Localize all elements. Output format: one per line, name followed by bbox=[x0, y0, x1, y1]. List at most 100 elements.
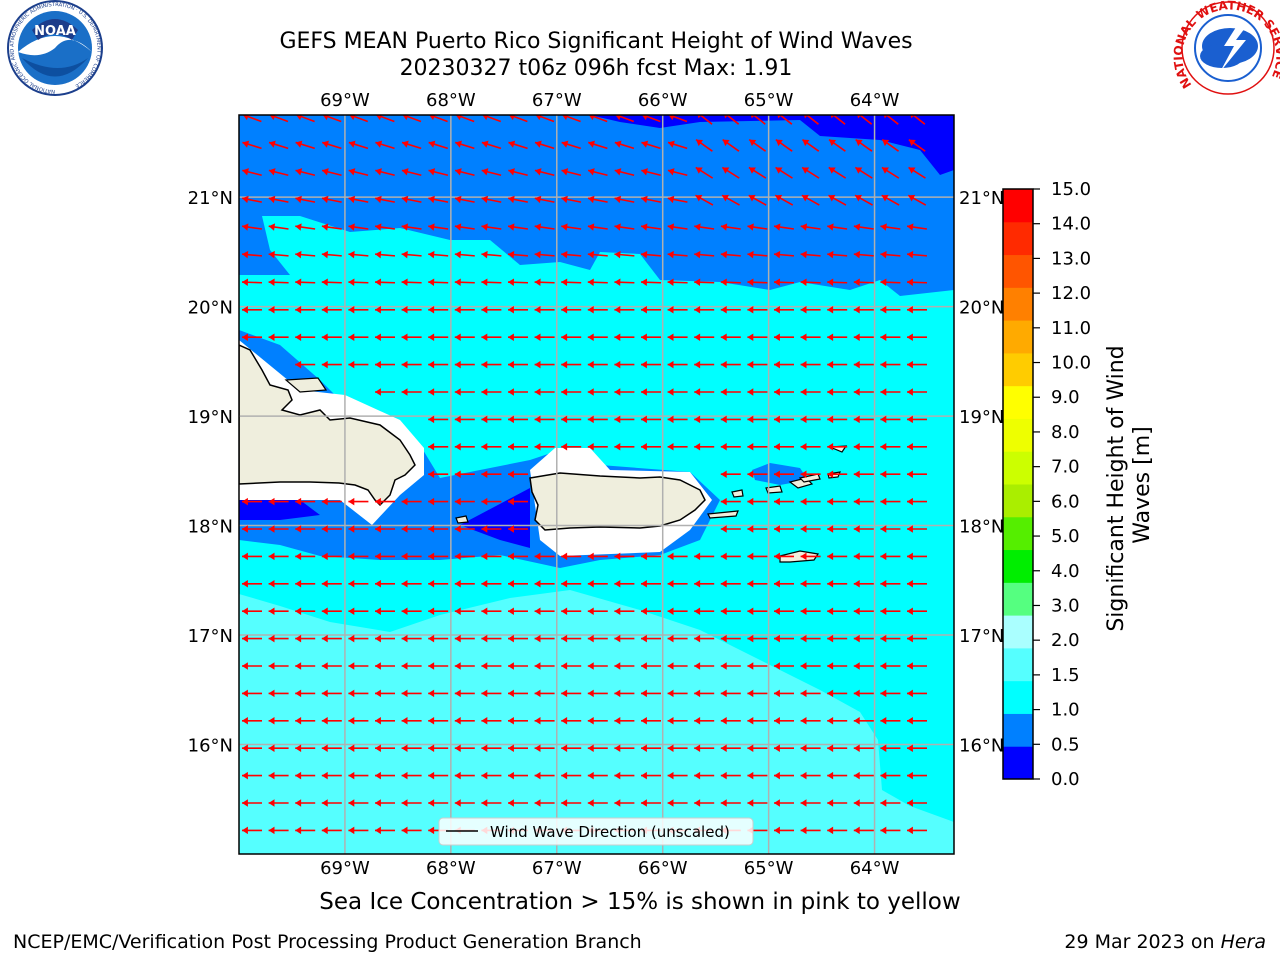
wave-direction-arrow bbox=[534, 799, 555, 807]
wave-direction-arrow bbox=[268, 826, 289, 835]
wave-direction-arrow bbox=[508, 443, 528, 451]
wave-direction-arrow bbox=[853, 662, 874, 670]
wave-direction-arrow bbox=[561, 195, 582, 204]
wave-direction-arrow bbox=[561, 388, 582, 396]
wave-direction-arrow bbox=[800, 826, 821, 835]
wave-direction-arrow bbox=[348, 799, 369, 807]
wave-direction-arrow bbox=[481, 634, 502, 643]
wave-direction-arrow bbox=[268, 223, 289, 231]
colorbar-tick-label: 14.0 bbox=[1051, 214, 1091, 235]
wave-direction-arrow bbox=[242, 744, 262, 752]
wave-direction-arrow bbox=[720, 771, 741, 780]
wave-direction-arrow bbox=[907, 717, 927, 725]
wave-direction-arrow bbox=[614, 278, 635, 287]
wave-direction-arrow bbox=[853, 717, 874, 725]
wave-direction-arrow bbox=[454, 744, 475, 752]
wave-direction-arrow bbox=[561, 552, 582, 561]
wave-direction-arrow bbox=[853, 250, 874, 259]
wave-direction-arrow bbox=[454, 278, 475, 287]
wave-direction-arrow bbox=[348, 689, 369, 698]
wave-direction-arrow bbox=[242, 771, 262, 780]
wave-direction-arrow bbox=[907, 360, 927, 369]
wave-direction-arrow bbox=[454, 306, 475, 314]
wave-direction-arrow bbox=[561, 689, 582, 698]
colorbar-segment bbox=[1003, 713, 1033, 747]
wave-direction-arrow bbox=[534, 552, 555, 561]
wave-direction-arrow bbox=[827, 497, 848, 506]
wave-direction-arrow bbox=[880, 634, 901, 643]
colorbar-segment bbox=[1003, 582, 1033, 616]
wave-direction-arrow bbox=[641, 580, 661, 588]
wave-direction-arrow bbox=[268, 497, 289, 506]
wave-direction-arrow bbox=[348, 826, 369, 835]
wave-direction-arrow bbox=[641, 717, 661, 725]
lat-label-right: 20°N bbox=[959, 298, 1004, 319]
wave-direction-arrow bbox=[428, 580, 449, 588]
wave-direction-arrow bbox=[641, 140, 661, 150]
land-st-croix bbox=[779, 550, 820, 563]
wave-direction-arrow bbox=[241, 250, 263, 259]
wave-direction-arrow bbox=[641, 443, 661, 451]
wave-direction-arrow bbox=[268, 552, 289, 561]
wave-direction-arrow bbox=[614, 689, 635, 698]
colorbar-label: Significant Height of Wind Waves [m] bbox=[1104, 338, 1155, 631]
wave-direction-arrow bbox=[428, 278, 449, 287]
wave-direction-arrow bbox=[853, 799, 874, 807]
wave-direction-arrow bbox=[428, 689, 449, 698]
wave-direction-arrow bbox=[748, 166, 767, 179]
wave-direction-arrow bbox=[720, 470, 741, 478]
wave-direction-arrow bbox=[853, 826, 874, 835]
wave-direction-arrow bbox=[748, 138, 767, 152]
wave-direction-arrow bbox=[507, 278, 529, 287]
wave-direction-arrow bbox=[906, 278, 928, 287]
wave-direction-arrow bbox=[667, 662, 688, 670]
wave-direction-arrow bbox=[827, 634, 848, 643]
wave-direction-arrow bbox=[667, 223, 688, 231]
wave-direction-arrow bbox=[747, 415, 768, 424]
wave-direction-arrow bbox=[242, 689, 262, 698]
wave-direction-arrow bbox=[507, 223, 529, 231]
wave-direction-arrow bbox=[748, 194, 767, 206]
wave-direction-arrow bbox=[534, 717, 555, 725]
wave-direction-arrow bbox=[641, 744, 661, 752]
wave-direction-arrow bbox=[587, 195, 608, 204]
wave-direction-arrow bbox=[481, 525, 502, 533]
wave-direction-arrow bbox=[242, 525, 262, 533]
wave-direction-arrow bbox=[295, 689, 316, 698]
wave-direction-arrow bbox=[481, 744, 502, 752]
wave-direction-arrow bbox=[587, 717, 608, 725]
wave-direction-arrow bbox=[747, 580, 768, 588]
wave-direction-arrow bbox=[481, 250, 502, 259]
wave-direction-arrow bbox=[374, 278, 396, 287]
wave-direction-arrow bbox=[534, 415, 555, 424]
colorbar-segment bbox=[1003, 418, 1033, 452]
wave-direction-arrow bbox=[800, 306, 821, 314]
colorbar-tick-label: 0.5 bbox=[1051, 734, 1080, 755]
wave-direction-arrow bbox=[481, 195, 502, 204]
wave-direction-arrow bbox=[694, 278, 715, 287]
wave-direction-arrow bbox=[321, 168, 342, 177]
wave-direction-arrow bbox=[507, 250, 529, 259]
wave-direction-arrow bbox=[481, 140, 502, 150]
wave-direction-arrow bbox=[641, 360, 661, 369]
wave-direction-arrow bbox=[800, 415, 821, 424]
wave-direction-arrow bbox=[853, 333, 874, 341]
wave-direction-arrow bbox=[508, 717, 528, 725]
wave-direction-arrow bbox=[880, 580, 901, 588]
wave-direction-arrow bbox=[694, 552, 715, 561]
wave-direction-arrow bbox=[481, 607, 502, 615]
wave-direction-arrow bbox=[508, 771, 528, 780]
wave-direction-arrow bbox=[348, 168, 369, 177]
wave-direction-arrow bbox=[268, 580, 289, 588]
wave-direction-arrow bbox=[880, 333, 901, 341]
wave-direction-arrow bbox=[907, 799, 927, 807]
wave-direction-arrow bbox=[587, 634, 608, 643]
wave-direction-arrow bbox=[428, 360, 449, 369]
wave-direction-arrow bbox=[827, 333, 848, 341]
gridlines bbox=[239, 115, 954, 854]
wave-direction-arrow bbox=[268, 607, 289, 615]
wave-direction-arrow bbox=[454, 689, 475, 698]
wave-direction-arrow bbox=[454, 223, 475, 231]
wave-direction-arrow bbox=[775, 138, 793, 152]
wave-direction-arrow bbox=[853, 415, 874, 424]
